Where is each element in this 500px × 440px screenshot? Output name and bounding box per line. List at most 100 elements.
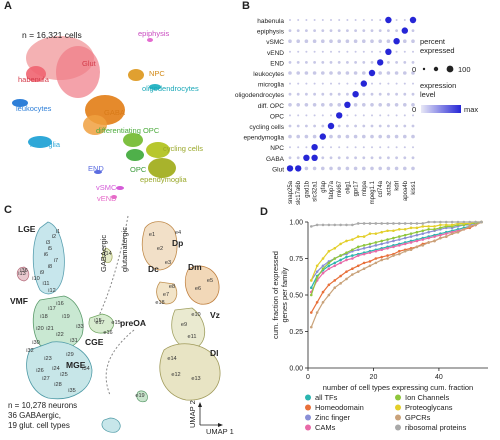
dot <box>371 146 373 149</box>
dot <box>353 71 358 75</box>
dot <box>371 19 373 21</box>
series-point <box>386 246 389 250</box>
series-point <box>345 251 348 254</box>
small-bottom-region <box>101 417 121 433</box>
dot <box>370 39 374 43</box>
row-label: vSMC <box>266 39 284 46</box>
series-point <box>333 261 337 265</box>
dot <box>319 133 326 140</box>
dot <box>337 92 341 96</box>
gene-label: apoa4b <box>403 180 409 201</box>
dot <box>354 156 357 160</box>
label-vsmc: vSMC <box>96 183 117 192</box>
dot <box>296 39 301 43</box>
dot <box>403 156 407 160</box>
series-point <box>409 222 413 225</box>
series-point <box>415 245 419 249</box>
dot <box>321 29 325 32</box>
label-dm: Dm <box>188 262 202 272</box>
label-diff-opc: differentiating OPC <box>96 126 160 135</box>
series-point <box>315 270 319 273</box>
cluster-id: i3 <box>46 240 50 246</box>
row-label: diff. OPC <box>258 103 285 110</box>
y-tick-label: 0.25 <box>289 329 303 336</box>
dot <box>403 50 406 53</box>
dot <box>352 91 359 98</box>
dot <box>362 92 366 96</box>
series-point <box>362 244 366 247</box>
dot <box>370 134 374 139</box>
series-point <box>439 233 442 237</box>
cluster-id: i15 <box>94 318 101 324</box>
series-point <box>380 258 383 262</box>
series-point <box>386 229 389 233</box>
cluster-id: e2 <box>157 246 163 252</box>
cluster-id: i7 <box>54 258 58 264</box>
series-point <box>321 257 325 260</box>
gene-label: kiss1 <box>411 180 417 194</box>
label-oligodendrocytes: oligodendrocytes <box>142 84 199 93</box>
series-point <box>421 238 425 241</box>
dot <box>412 82 414 85</box>
dot <box>297 146 300 149</box>
series-point <box>380 239 383 243</box>
umap-axes <box>198 402 223 427</box>
dot <box>337 39 342 43</box>
dot <box>297 114 300 117</box>
series-point <box>392 229 395 233</box>
dot <box>329 166 333 171</box>
label-leukocytes: leukocytes <box>16 104 52 113</box>
oligodendrocyte-blob <box>149 84 161 90</box>
cluster-id: e17 <box>95 320 104 326</box>
dot <box>311 154 318 161</box>
series-point <box>409 226 413 230</box>
label-gaba: GABA <box>104 108 125 117</box>
cluster-id: i11 <box>42 281 49 287</box>
dot <box>288 39 292 43</box>
dot <box>371 50 373 53</box>
legend-swatch <box>395 394 401 401</box>
dot <box>411 71 415 75</box>
dot <box>362 103 366 107</box>
dot <box>329 134 333 139</box>
series-point <box>415 222 419 225</box>
series-point <box>327 283 331 287</box>
series-line <box>310 221 482 313</box>
dot <box>378 134 383 139</box>
dot <box>313 82 316 85</box>
dot <box>321 114 324 117</box>
cluster-id: i5 <box>48 246 52 252</box>
dot <box>379 114 382 117</box>
series-point <box>427 220 430 224</box>
cluster-id: e8 <box>169 284 175 290</box>
series-point <box>456 230 460 234</box>
dot <box>403 134 407 139</box>
dot <box>379 82 382 85</box>
dot <box>327 122 335 130</box>
dot <box>371 114 373 117</box>
dot <box>393 38 400 45</box>
legend-swatch <box>395 414 401 421</box>
series-point <box>427 236 430 240</box>
series-point <box>362 252 366 256</box>
legend-level-title-2: level <box>420 90 436 99</box>
series-point <box>409 232 413 235</box>
dot <box>313 29 316 32</box>
dot <box>321 50 324 53</box>
dot <box>305 146 308 149</box>
diff-opc-blob <box>123 133 143 147</box>
cluster-id: e6 <box>195 286 201 292</box>
dot <box>321 146 324 149</box>
series-point <box>315 301 319 304</box>
row-label: microglia <box>258 82 284 89</box>
series-point <box>309 225 313 228</box>
series-point <box>327 249 331 253</box>
cluster-id: i12 <box>48 288 55 294</box>
series-point <box>368 251 372 254</box>
series-point <box>362 222 366 225</box>
dot <box>371 82 373 85</box>
label-habenula: habenula <box>18 75 50 84</box>
series-point <box>362 267 366 271</box>
dot <box>329 103 333 107</box>
